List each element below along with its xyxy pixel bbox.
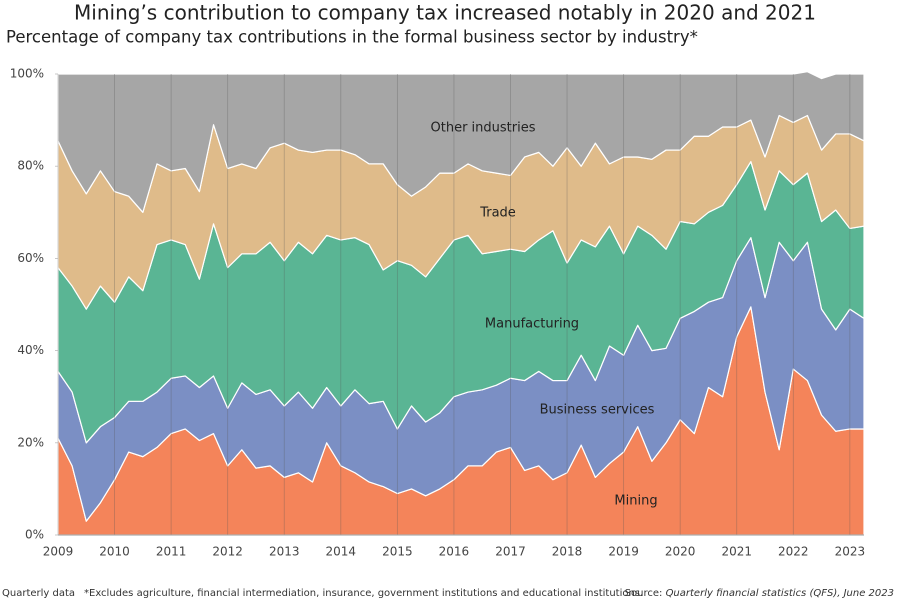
x-tick-label: 2010 xyxy=(99,545,130,559)
x-tick-label: 2018 xyxy=(552,545,583,559)
x-tick-label: 2020 xyxy=(665,545,696,559)
y-tick-label: 60% xyxy=(17,251,44,265)
series-label: Trade xyxy=(479,206,516,221)
x-tick-label: 2011 xyxy=(156,545,187,559)
x-tick-label: 2015 xyxy=(382,545,413,559)
y-tick-label: 0% xyxy=(25,528,44,542)
x-tick-label: 2012 xyxy=(212,545,243,559)
x-tick-label: 2022 xyxy=(778,545,809,559)
chart-title: Mining’s contribution to company tax inc… xyxy=(74,1,816,25)
y-tick-label: 80% xyxy=(17,159,44,173)
series-label: Mining xyxy=(614,494,657,509)
y-tick-label: 20% xyxy=(17,435,44,449)
x-tick-label: 2023 xyxy=(835,545,866,559)
area xyxy=(57,71,865,213)
x-tick-label: 2009 xyxy=(43,545,74,559)
source-title: Quarterly financial statistics (QFS), Ju… xyxy=(666,588,894,599)
x-tick-label: 2014 xyxy=(326,545,357,559)
series-label: Business services xyxy=(540,403,655,418)
x-tick-label: 2017 xyxy=(495,545,526,559)
y-tick-label: 100% xyxy=(10,67,44,81)
x-tick-label: 2019 xyxy=(608,545,639,559)
plot-area xyxy=(57,71,865,536)
series-label: Manufacturing xyxy=(485,317,579,332)
footer-source: Source: Quarterly financial statistics (… xyxy=(625,588,894,599)
y-tick-label: 40% xyxy=(17,343,44,357)
chart-subtitle: Percentage of company tax contributions … xyxy=(6,28,698,47)
source-prefix: Source: xyxy=(625,588,663,599)
footer-frequency: Quarterly data xyxy=(2,588,75,599)
footer-note: *Excludes agriculture, financial interme… xyxy=(84,588,643,599)
x-tick-label: 2021 xyxy=(721,545,752,559)
x-tick-label: 2013 xyxy=(269,545,300,559)
series-label: Other industries xyxy=(431,121,536,136)
x-tick-label: 2016 xyxy=(439,545,470,559)
